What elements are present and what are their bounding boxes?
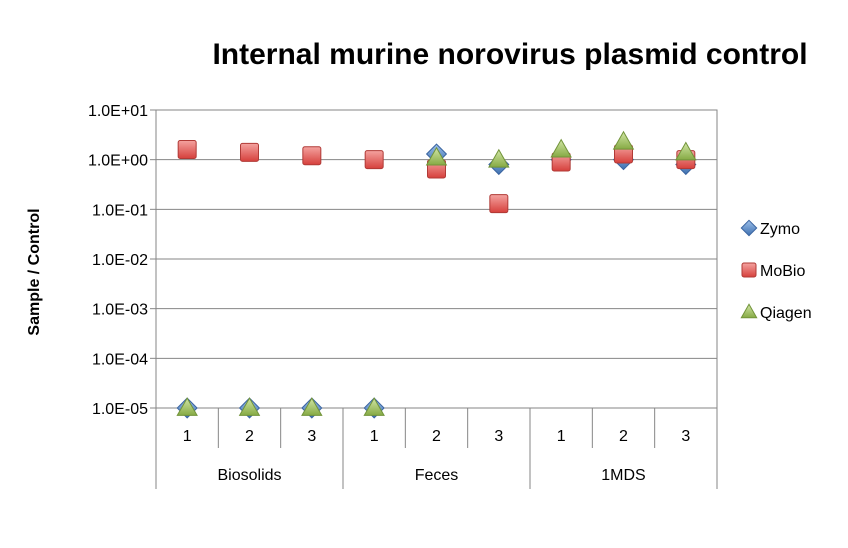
legend: Zymo MoBio Qiagen (740, 219, 812, 322)
x-tick-label: 3 (307, 428, 316, 445)
data-markers (176, 130, 697, 419)
x-axis: 1 2 3 1 2 3 1 2 3 Biosolids Feces 1MDS (155, 408, 718, 489)
x-tick-label: 2 (245, 428, 254, 445)
x-tick-label: 1 (557, 428, 566, 445)
data-point-qiagen (675, 141, 697, 161)
data-point-qiagen (301, 397, 323, 416)
data-point-qiagen (425, 146, 448, 166)
group-label: Feces (415, 467, 459, 484)
x-tick-label: 1 (183, 428, 192, 445)
legend-label-mobio: MoBio (760, 263, 805, 280)
legend-label-qiagen: Qiagen (760, 305, 812, 322)
x-tick-label: 1 (370, 428, 379, 445)
legend-marker-mobio (741, 262, 757, 278)
data-point-qiagen (176, 397, 198, 416)
data-point-qiagen (363, 397, 385, 416)
y-axis-label: Sample / Control (26, 208, 43, 335)
data-point-mobio (489, 194, 509, 214)
chart-title: Internal murine norovirus plasmid contro… (212, 38, 807, 71)
legend-label-zymo: Zymo (760, 221, 800, 238)
x-tick-label: 2 (432, 428, 441, 445)
y-axis-ticks: 1.0E-05 1.0E-04 1.0E-03 1.0E-02 1.0E-01 1.0E+… (88, 103, 156, 418)
data-point-qiagen (488, 148, 510, 168)
group-label: Biosolids (217, 467, 281, 484)
y-tick-label: 1.0E-02 (92, 252, 148, 269)
y-tick-label: 1.0E-05 (92, 401, 148, 418)
data-point-qiagen (550, 138, 572, 158)
y-tick-label: 1.0E-03 (92, 302, 148, 319)
data-point-mobio (364, 150, 384, 170)
data-point-mobio (177, 140, 197, 160)
y-tick-label: 1.0E-01 (92, 202, 148, 219)
x-tick-label: 2 (619, 428, 628, 445)
data-point-qiagen (238, 397, 261, 416)
x-tick-label: 3 (494, 428, 503, 445)
legend-marker-zymo (740, 219, 758, 237)
x-tick-label: 3 (681, 428, 690, 445)
data-point-mobio (240, 142, 259, 162)
legend-marker-qiagen (740, 303, 758, 319)
group-label: 1MDS (601, 467, 645, 484)
data-point-qiagen (612, 130, 635, 150)
y-tick-label: 1.0E+00 (88, 153, 148, 170)
y-tick-label: 1.0E+01 (88, 103, 148, 120)
data-point-mobio (302, 146, 322, 166)
y-tick-label: 1.0E-04 (92, 351, 148, 368)
